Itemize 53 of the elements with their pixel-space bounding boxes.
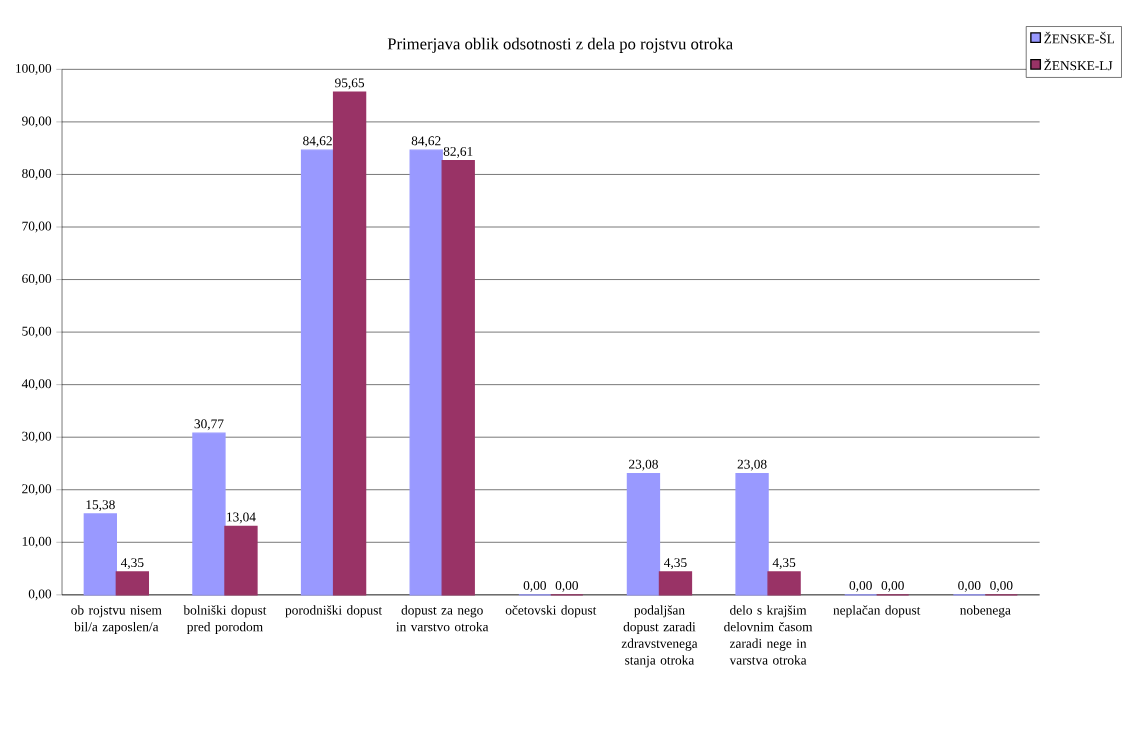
data-label: 0,00: [958, 581, 981, 593]
bar: [115, 571, 150, 596]
data-label: 0,00: [990, 581, 1013, 593]
data-label: 4,35: [772, 558, 796, 570]
bar: [332, 91, 367, 596]
x-tick-label: porodniški dopust: [285, 605, 383, 618]
x-tick-label: delo s krajšim delovnim časom zaradi nege in varstva otroka: [724, 605, 813, 665]
y-tick-label: 40,00: [21, 379, 52, 391]
y-tick-label: 70,00: [22, 221, 52, 233]
legend-label: ŽENSKE-ŠL: [1044, 32, 1115, 44]
x-tick-label: ob rojstvu nisem bil/a zaposlen/a: [71, 605, 162, 635]
x-tick-label: bolniški dopust pred porodom: [183, 605, 267, 635]
y-tick-label: 10,00: [22, 537, 52, 548]
y-tick-label: 60,00: [22, 274, 52, 286]
x-tick-label: dopust za nego in varstvo otroka: [396, 605, 489, 632]
data-label: 0,00: [555, 581, 579, 593]
y-tick-label: 50,00: [22, 326, 52, 338]
bar: [224, 525, 258, 596]
data-label: 15,38: [86, 500, 115, 512]
data-label: 4,35: [664, 558, 687, 570]
y-tick-label: 0,00: [28, 589, 52, 601]
bar: [409, 149, 443, 596]
y-tick-label: 20,00: [22, 484, 52, 496]
data-label: 84,62: [303, 136, 332, 148]
bar: [658, 571, 693, 596]
data-label: 23,08: [737, 459, 767, 471]
x-tick-label: neplačan dopust: [833, 605, 921, 618]
bar: [626, 473, 661, 596]
data-label: 0,00: [523, 581, 546, 593]
data-label: 4,35: [120, 558, 144, 570]
data-label: 95,65: [335, 78, 365, 90]
bar: [441, 160, 475, 596]
x-tick-label: očetovski dopust: [505, 605, 597, 618]
data-label: 0,00: [881, 581, 904, 593]
y-tick-label: 80,00: [22, 169, 52, 181]
data-label: 23,08: [629, 459, 658, 471]
bar: [83, 513, 117, 596]
data-label: 13,04: [227, 512, 256, 524]
x-tick-label: podaljšan dopust zaradi zdravstvenega stanja otroka: [621, 605, 698, 668]
data-label: 82,61: [443, 147, 473, 159]
bar: [192, 432, 226, 596]
data-label: 30,77: [194, 419, 224, 431]
chart-title: Primerjava oblik odsotnosti z dela po rojstvu otroka: [387, 38, 733, 54]
data-label: 0,00: [849, 581, 872, 593]
legend-label: ŽENSKE-LJ: [1044, 58, 1113, 71]
x-tick-label: nobenega: [960, 605, 1011, 618]
data-label: 84,62: [411, 136, 441, 148]
bar: [767, 571, 801, 596]
bar: [300, 149, 335, 596]
y-tick-label: 90,00: [22, 116, 52, 128]
y-tick-label: 100,00: [16, 64, 52, 76]
bar: [735, 473, 769, 596]
y-tick-label: 30,00: [22, 431, 52, 443]
